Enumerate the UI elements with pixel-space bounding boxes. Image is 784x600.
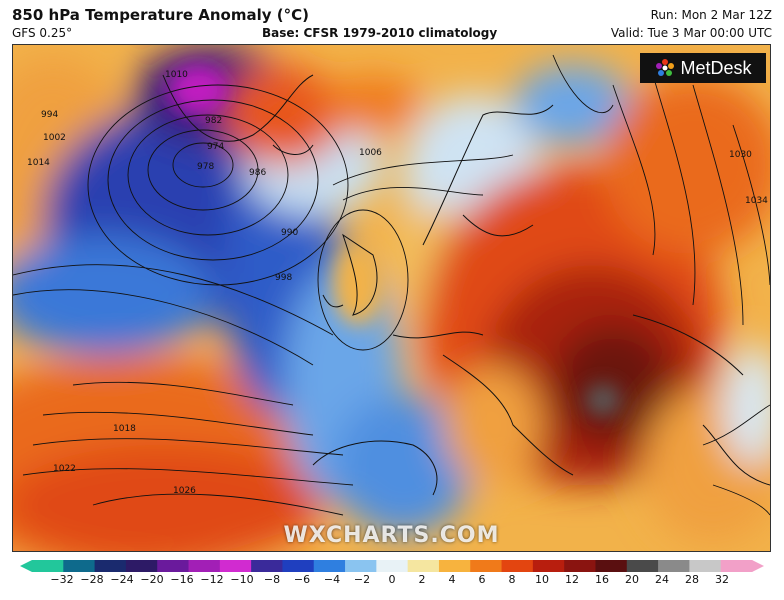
colorbar-ticks: −32 −28 −24 −20 −16 −12 −10 −8 −6 −4 −2 0 2 4 6 8 10 12 16… (20, 573, 764, 593)
colorbar-tick-label: 8 (508, 573, 516, 586)
colorbar-tick-label: 2 (418, 573, 426, 586)
colorbar-segment (532, 560, 565, 572)
colorbar-segment (595, 560, 628, 572)
colorbar-tick-label: −28 (80, 573, 104, 586)
colorbar-segment (282, 560, 315, 572)
isobar-label: 982 (205, 116, 222, 126)
colorbar-tick-label: −16 (170, 573, 194, 586)
colorbar-segment (32, 560, 64, 572)
colorbar-segment (407, 560, 440, 572)
colorbar-tick-label: −6 (293, 573, 311, 586)
metdesk-logo-text: MetDesk (680, 57, 752, 78)
colorbar-segment (125, 560, 158, 572)
colorbar-tick-label: 16 (595, 573, 609, 586)
run-time: Run: Mon 2 Mar 12Z (650, 8, 772, 22)
colorbar-tick-label: −2 (353, 573, 371, 586)
isobar-labels: 994 1002 1010 1014 974 978 982 986 990 9… (27, 70, 768, 496)
colorbar-tick-label: 0 (388, 573, 396, 586)
colorbar-tick-label: 6 (478, 573, 486, 586)
isobar-label: 1010 (165, 70, 188, 80)
wxcharts-watermark: WXCHARTS.COM (283, 523, 500, 548)
colorbar-tick-label: 24 (655, 573, 669, 586)
colorbar-tick-label: −4 (323, 573, 341, 586)
colorbar (20, 560, 764, 572)
colorbar-segment (63, 560, 96, 572)
colorbar-segment (376, 560, 409, 572)
coastlines (162, 74, 770, 496)
isobar-label: 1034 (745, 196, 768, 206)
colorbar-tick-label: −20 (140, 573, 164, 586)
colorbar-segment (564, 560, 596, 572)
map-canvas: 994 1002 1010 1014 974 978 982 986 990 9… (13, 45, 770, 551)
isobar-label: 1018 (113, 424, 136, 434)
valid-time: Valid: Tue 3 Mar 00:00 UTC (610, 26, 772, 40)
isobar-label: 998 (275, 273, 292, 283)
colorbar-segment (157, 560, 190, 572)
colorbar-segment (94, 560, 127, 572)
colorbar-tick-label: 28 (685, 573, 699, 586)
colorbar-tick-label: −32 (50, 573, 74, 586)
colorbar-tick-label: 4 (448, 573, 456, 586)
colorbar-tick-label: −12 (200, 573, 224, 586)
isobar-label: 990 (281, 228, 298, 238)
greenland-cold-core (168, 65, 228, 115)
colorbar-segment (658, 560, 690, 572)
isobar-label: 986 (249, 168, 266, 178)
colorbar-segment (251, 560, 283, 572)
colorbar-tick-label: −8 (263, 573, 281, 586)
isobar-label: 1022 (53, 464, 76, 474)
climatology-base: Base: CFSR 1979-2010 climatology (262, 26, 498, 40)
isobar-label: 978 (197, 162, 214, 172)
colorbar-segment (313, 560, 346, 572)
isobar-label: 1030 (729, 150, 752, 160)
colorbar-tick-label: 20 (625, 573, 639, 586)
isobar-label: 994 (41, 110, 58, 120)
model-label: GFS 0.25° (12, 26, 73, 40)
colorbar-segment (188, 560, 221, 572)
colorbar-tick-label: 32 (715, 573, 729, 586)
colorbar-right-arrow (752, 560, 764, 572)
isobar-lines (13, 54, 770, 516)
colorbar-segment (345, 560, 377, 572)
isobar-label: 1026 (173, 486, 196, 496)
isobar-label: 1014 (27, 158, 50, 168)
metdesk-logo: MetDesk (640, 53, 766, 83)
chart-title: 850 hPa Temperature Anomaly (°C) (12, 6, 309, 24)
isobar-label: 1006 (359, 148, 382, 158)
colorbar-left-arrow (20, 560, 32, 572)
colorbar-segment (720, 560, 753, 572)
colorbar-segment (470, 560, 503, 572)
anomaly-map: 994 1002 1010 1014 974 978 982 986 990 9… (12, 44, 771, 552)
colorbar-segment (438, 560, 471, 572)
colorbar-segment (689, 560, 722, 572)
isobar-label: 1002 (43, 133, 66, 143)
metdesk-flower-icon (656, 59, 675, 76)
isobar-label: 974 (207, 142, 224, 152)
colorbar-tick-label: −24 (110, 573, 134, 586)
colorbar-segment (626, 560, 659, 572)
colorbar-tick-label: 12 (565, 573, 579, 586)
colorbar-tick-label: 10 (535, 573, 549, 586)
colorbar-segment (501, 560, 534, 572)
colorbar-segment (219, 560, 252, 572)
temperature-field (13, 45, 770, 551)
colorbar-tick-label: −10 (230, 573, 254, 586)
